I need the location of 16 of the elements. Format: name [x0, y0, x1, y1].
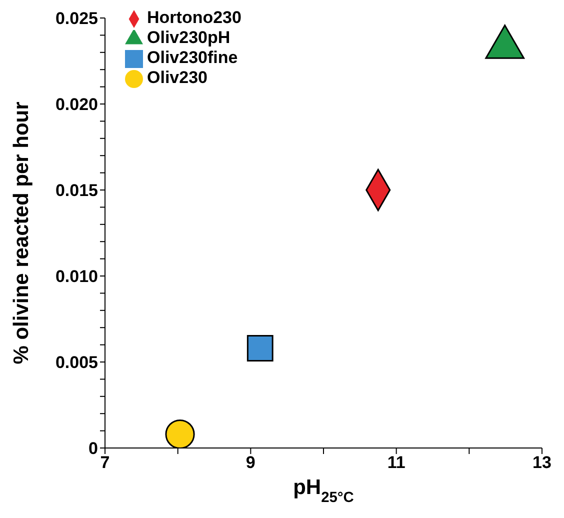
legend-label: Oliv230 — [147, 68, 208, 87]
x-axis-title: pH$_{25°C}$ — [293, 476, 354, 506]
y-tick-label: 0.020 — [55, 95, 98, 114]
y-tick-label: 0.025 — [55, 9, 98, 28]
x-tick-label: 13 — [532, 453, 552, 472]
x-tick-label: 9 — [246, 453, 256, 472]
x-tick-label: 7 — [100, 453, 110, 472]
legend-label: Oliv230fine — [147, 48, 238, 67]
y-axis-title: % olivine reacted per hour — [10, 102, 33, 364]
y-tick-label: 0.015 — [55, 181, 98, 200]
y-tick-label: 0.010 — [55, 267, 98, 286]
legend-label: Hortono230 — [147, 8, 242, 27]
x-tick-label: 11 — [387, 453, 406, 472]
legend-label: Oliv230pH — [147, 28, 230, 47]
y-tick-label: 0.005 — [55, 353, 98, 372]
y-tick-label: 0 — [88, 439, 98, 458]
